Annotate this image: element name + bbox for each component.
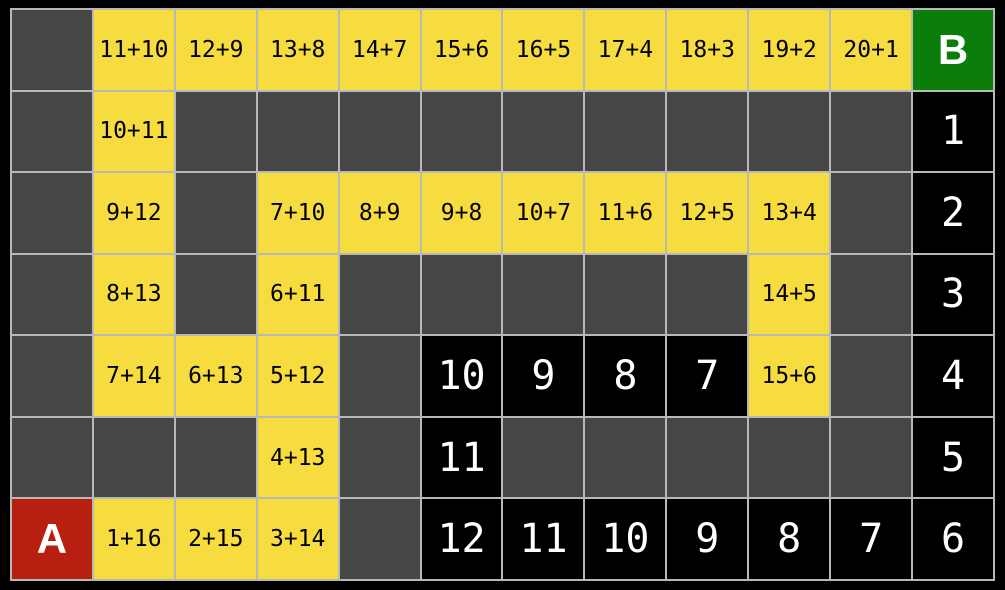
expr-cell-r4-c2[interactable]: 6+13 <box>175 336 256 416</box>
expr-cell-r6-c3[interactable]: 3+14 <box>257 499 338 579</box>
empty-cell-r4-c4[interactable] <box>339 336 420 416</box>
expr-cell-r0-c7[interactable]: 17+4 <box>585 10 666 90</box>
empty-cell-r3-c8[interactable] <box>667 254 748 335</box>
count-cell-r3-c11[interactable]: 3 <box>913 254 993 335</box>
expr-cell-r2-c7[interactable]: 11+6 <box>585 173 666 253</box>
start-cell-a[interactable]: A <box>12 499 92 579</box>
expr-cell-r3-c1[interactable]: 8+13 <box>93 254 174 335</box>
expr-cell-r6-c2[interactable]: 2+15 <box>175 499 256 579</box>
empty-cell-r5-c6[interactable] <box>503 417 584 498</box>
empty-cell-r3-c2[interactable] <box>175 254 256 335</box>
count-cell-r4-c5[interactable]: 10 <box>421 336 502 416</box>
goal-cell-b[interactable]: B <box>913 10 993 90</box>
empty-cell-r1-c10[interactable] <box>831 91 912 172</box>
count-cell-r2-c11[interactable]: 2 <box>913 173 993 253</box>
empty-cell-r5-c9[interactable] <box>749 417 830 498</box>
expr-cell-r2-c1[interactable]: 9+12 <box>93 173 174 253</box>
empty-cell-r1-c9[interactable] <box>749 91 830 172</box>
empty-cell-r3-c5[interactable] <box>421 254 502 335</box>
expr-cell-r2-c3[interactable]: 7+10 <box>257 173 338 253</box>
empty-cell-r3-c7[interactable] <box>585 254 666 335</box>
empty-cell-r2-c0[interactable] <box>12 173 92 253</box>
empty-cell-r5-c4[interactable] <box>339 417 420 498</box>
expr-cell-r2-c6[interactable]: 10+7 <box>503 173 584 253</box>
empty-cell-r1-c5[interactable] <box>421 91 502 172</box>
empty-cell-r5-c8[interactable] <box>667 417 748 498</box>
expr-cell-r2-c5[interactable]: 9+8 <box>421 173 502 253</box>
empty-cell-r0-c0[interactable] <box>12 10 92 90</box>
empty-cell-r4-c10[interactable] <box>831 336 912 416</box>
expr-cell-r2-c4[interactable]: 8+9 <box>339 173 420 253</box>
expr-cell-r0-c6[interactable]: 16+5 <box>503 10 584 90</box>
maze-grid: 11+10 12+9 13+8 14+7 15+6 16+5 17+4 18+3 19+2 20+… <box>10 8 995 581</box>
expr-cell-r0-c1[interactable]: 11+10 <box>93 10 174 90</box>
empty-cell-r1-c8[interactable] <box>667 91 748 172</box>
count-cell-r4-c7[interactable]: 8 <box>585 336 666 416</box>
expr-cell-r0-c2[interactable]: 12+9 <box>175 10 256 90</box>
empty-cell-r3-c4[interactable] <box>339 254 420 335</box>
count-cell-r4-c6[interactable]: 9 <box>503 336 584 416</box>
count-cell-r6-c8[interactable]: 9 <box>667 499 748 579</box>
expr-cell-r0-c4[interactable]: 14+7 <box>339 10 420 90</box>
count-cell-r6-c10[interactable]: 7 <box>831 499 912 579</box>
expr-cell-r4-c1[interactable]: 7+14 <box>93 336 174 416</box>
empty-cell-r2-c10[interactable] <box>831 173 912 253</box>
expr-cell-r3-c9[interactable]: 14+5 <box>749 254 830 335</box>
expr-cell-r0-c3[interactable]: 13+8 <box>257 10 338 90</box>
empty-cell-r5-c2[interactable] <box>175 417 256 498</box>
expr-cell-r3-c3[interactable]: 6+11 <box>257 254 338 335</box>
count-cell-r6-c11[interactable]: 6 <box>913 499 993 579</box>
expr-cell-r0-c5[interactable]: 15+6 <box>421 10 502 90</box>
empty-cell-r4-c0[interactable] <box>12 336 92 416</box>
empty-cell-r1-c2[interactable] <box>175 91 256 172</box>
count-cell-r4-c8[interactable]: 7 <box>667 336 748 416</box>
empty-cell-r5-c1[interactable] <box>93 417 174 498</box>
empty-cell-r1-c6[interactable] <box>503 91 584 172</box>
empty-cell-r3-c6[interactable] <box>503 254 584 335</box>
expr-cell-r0-c9[interactable]: 19+2 <box>749 10 830 90</box>
expr-cell-r4-c9[interactable]: 15+6 <box>749 336 830 416</box>
empty-cell-r6-c4[interactable] <box>339 499 420 579</box>
count-cell-r5-c5[interactable]: 11 <box>421 417 502 498</box>
expr-cell-r4-c3[interactable]: 5+12 <box>257 336 338 416</box>
empty-cell-r3-c0[interactable] <box>12 254 92 335</box>
expr-cell-r2-c9[interactable]: 13+4 <box>749 173 830 253</box>
expr-cell-r0-c8[interactable]: 18+3 <box>667 10 748 90</box>
empty-cell-r5-c10[interactable] <box>831 417 912 498</box>
expr-cell-r1-c1[interactable]: 10+11 <box>93 91 174 172</box>
count-cell-r1-c11[interactable]: 1 <box>913 91 993 172</box>
count-cell-r6-c6[interactable]: 11 <box>503 499 584 579</box>
count-cell-r6-c7[interactable]: 10 <box>585 499 666 579</box>
count-cell-r5-c11[interactable]: 5 <box>913 417 993 498</box>
expr-cell-r2-c8[interactable]: 12+5 <box>667 173 748 253</box>
empty-cell-r1-c3[interactable] <box>257 91 338 172</box>
empty-cell-r1-c4[interactable] <box>339 91 420 172</box>
expr-cell-r6-c1[interactable]: 1+16 <box>93 499 174 579</box>
empty-cell-r5-c7[interactable] <box>585 417 666 498</box>
empty-cell-r1-c0[interactable] <box>12 91 92 172</box>
empty-cell-r2-c2[interactable] <box>175 173 256 253</box>
count-cell-r4-c11[interactable]: 4 <box>913 336 993 416</box>
expr-cell-r0-c10[interactable]: 20+1 <box>831 10 912 90</box>
empty-cell-r5-c0[interactable] <box>12 417 92 498</box>
count-cell-r6-c5[interactable]: 12 <box>421 499 502 579</box>
count-cell-r6-c9[interactable]: 8 <box>749 499 830 579</box>
empty-cell-r1-c7[interactable] <box>585 91 666 172</box>
empty-cell-r3-c10[interactable] <box>831 254 912 335</box>
expr-cell-r5-c3[interactable]: 4+13 <box>257 417 338 498</box>
